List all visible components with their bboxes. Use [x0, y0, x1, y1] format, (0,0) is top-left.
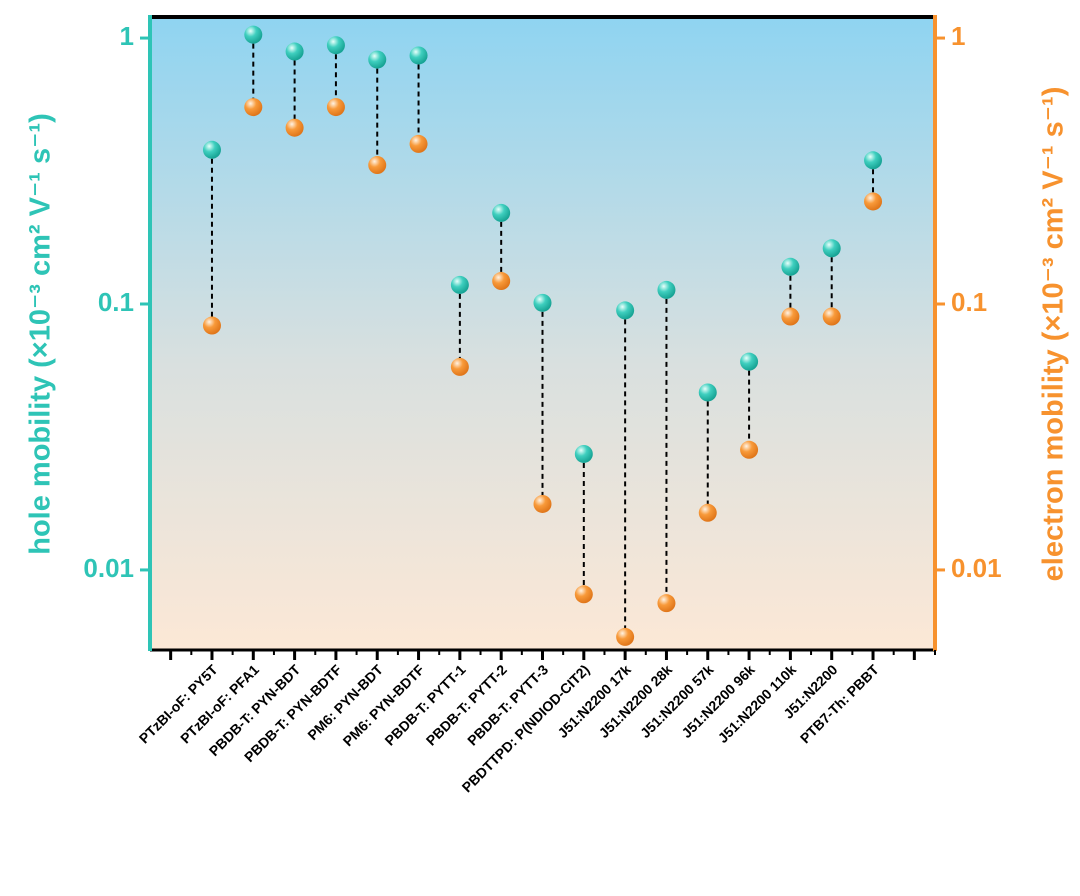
- y-axis-label: hole mobility (×10⁻³ cm² V⁻¹ s⁻¹): [25, 113, 57, 555]
- x-tick-label: J51:N2200 57k: [637, 661, 717, 741]
- y2-axis-label: electron mobility (×10⁻³ cm² V⁻¹ s⁻¹): [1038, 87, 1070, 582]
- hole-point: [409, 46, 428, 65]
- y-tick-label: 1: [120, 21, 134, 51]
- electron-point: [781, 307, 800, 326]
- electron-point: [533, 494, 552, 513]
- hole-point: [326, 36, 345, 55]
- electron-point: [698, 503, 717, 522]
- electron-point: [864, 192, 883, 211]
- hole-point: [616, 301, 635, 320]
- hole-point: [368, 50, 387, 69]
- y2-tick-label: 1: [951, 21, 965, 51]
- y-tick-label: 0.01: [83, 553, 134, 583]
- electron-point: [492, 272, 511, 291]
- electron-point: [822, 307, 841, 326]
- electron-point: [326, 98, 345, 117]
- x-tick-label: J51:N2200 28k: [596, 661, 676, 741]
- electron-point: [202, 316, 221, 335]
- electron-point: [285, 118, 304, 137]
- hole-point: [781, 257, 800, 276]
- electron-point: [740, 440, 759, 459]
- hole-point: [533, 293, 552, 312]
- hole-point: [285, 42, 304, 61]
- x-tick-label: J51:N2200 96k: [678, 661, 758, 741]
- electron-point: [574, 585, 593, 604]
- hole-point: [657, 280, 676, 299]
- hole-point: [244, 25, 263, 44]
- hole-point: [740, 352, 759, 371]
- hole-point: [822, 239, 841, 258]
- electron-point: [657, 594, 676, 613]
- x-tick-label: J51:N2200 17k: [554, 661, 634, 741]
- electron-point: [616, 627, 635, 646]
- hole-point: [202, 140, 221, 159]
- hole-point: [574, 444, 593, 463]
- y2-tick-label: 0.01: [951, 553, 1002, 583]
- hole-point: [450, 275, 469, 294]
- hole-point: [864, 151, 883, 170]
- hole-point: [492, 203, 511, 222]
- y-tick-label: 0.1: [98, 287, 134, 317]
- electron-point: [244, 98, 263, 117]
- y2-tick-label: 0.1: [951, 287, 987, 317]
- electron-point: [450, 357, 469, 376]
- electron-point: [409, 134, 428, 153]
- electron-point: [368, 156, 387, 175]
- x-tick-label: PTB7-Th: PBBT: [797, 661, 882, 746]
- hole-point: [698, 383, 717, 402]
